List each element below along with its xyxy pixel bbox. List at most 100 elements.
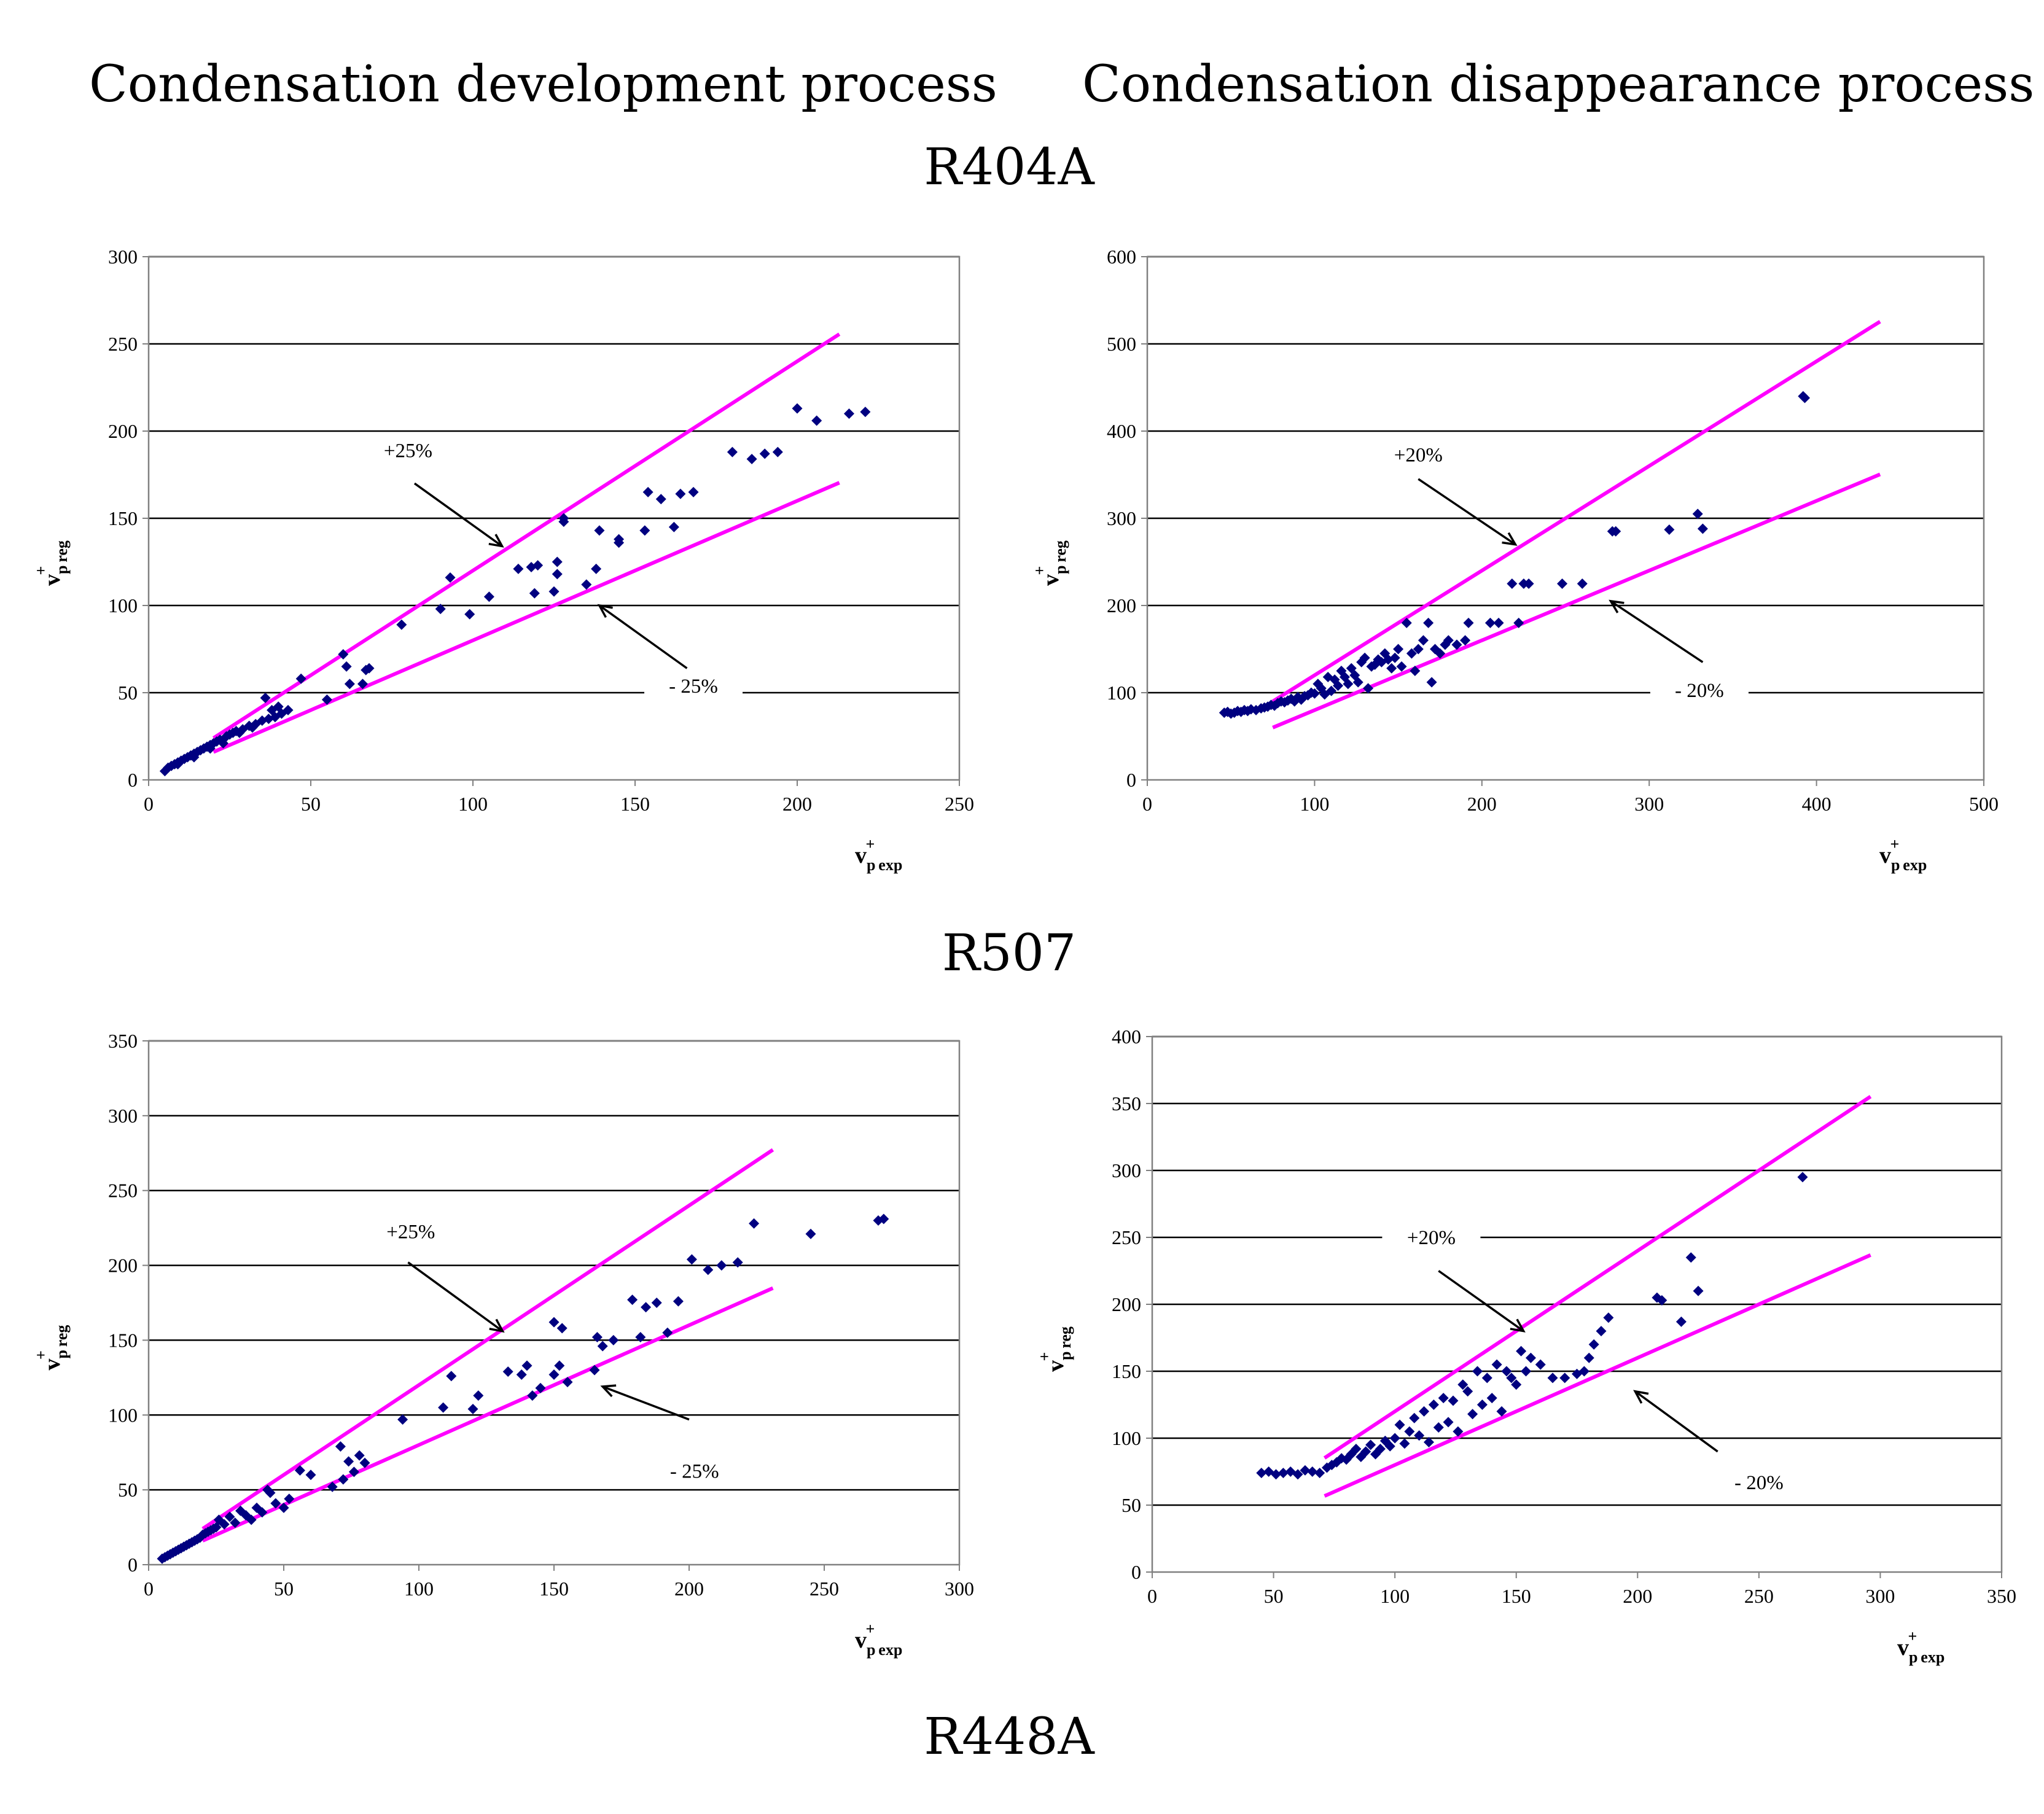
upper-bound-line xyxy=(1323,1095,1872,1460)
data-point-68 xyxy=(655,494,666,505)
data-point-30 xyxy=(1423,1437,1434,1448)
data-point-15 xyxy=(1351,1443,1362,1454)
x-tick-label-5: 250 xyxy=(809,1578,839,1600)
data-point-32 xyxy=(1433,1422,1444,1433)
data-point-22 xyxy=(1384,1441,1395,1452)
data-point-5 xyxy=(1292,1469,1303,1480)
chart-r507-development: 0 50 100 150 200 250 300 350 0 50 100 150 200 250 300 +… xyxy=(32,1030,974,1659)
data-point-76 xyxy=(878,1213,889,1224)
y-tick-label-1: 50 xyxy=(118,1479,138,1501)
data-point-51 xyxy=(521,1360,532,1371)
data-point-58 xyxy=(562,1377,573,1388)
data-point-50 xyxy=(1389,652,1400,663)
data-point-59 xyxy=(1426,677,1437,688)
data-point-69 xyxy=(686,1254,697,1265)
data-point-74 xyxy=(759,448,770,459)
data-point-60 xyxy=(1603,1312,1614,1323)
data-point-52 xyxy=(1396,661,1407,672)
data-point-36 xyxy=(1343,679,1354,690)
lower-bound-line xyxy=(1272,472,1881,730)
annotation-label-0: +25% xyxy=(386,1221,435,1244)
x-tick-label-6: 300 xyxy=(945,1578,974,1600)
data-point-68 xyxy=(673,1296,684,1307)
data-point-53 xyxy=(1547,1372,1558,1384)
annotation-arrowhead-0 xyxy=(489,1318,505,1333)
data-point-79 xyxy=(860,407,871,418)
data-point-63 xyxy=(1443,635,1454,646)
y-tick-label-0: 0 xyxy=(128,769,138,791)
data-point-55 xyxy=(1410,666,1421,676)
data-point-50 xyxy=(464,609,475,620)
data-point-58 xyxy=(1423,617,1434,628)
data-point-49 xyxy=(502,1366,513,1377)
x-tick-label-3: 150 xyxy=(539,1578,569,1600)
data-point-57 xyxy=(1583,1352,1594,1363)
data-point-73 xyxy=(749,1218,760,1229)
annotation-arrowhead-0 xyxy=(1510,1318,1526,1333)
data-point-56 xyxy=(548,586,560,597)
data-point-34 xyxy=(234,727,245,738)
data-point-49 xyxy=(1386,663,1397,674)
x-tick-label-6: 300 xyxy=(1865,1585,1895,1607)
lower-bound-line xyxy=(201,1286,774,1543)
data-point-6 xyxy=(1300,1465,1311,1476)
data-point-76 xyxy=(792,403,803,414)
data-point-36 xyxy=(260,693,271,704)
data-point-52 xyxy=(1535,1359,1546,1370)
data-point-50 xyxy=(516,1369,527,1380)
chart-r404a-disappearance: 0 100 200 300 400 500 600 0 100 200 300 400 500 +20% -… xyxy=(1031,246,1999,874)
data-point-43 xyxy=(344,679,355,690)
data-point-58 xyxy=(1588,1339,1599,1350)
data-point-55 xyxy=(532,560,544,571)
data-point-48 xyxy=(473,1390,484,1401)
data-point-31 xyxy=(1326,685,1337,696)
data-point-43 xyxy=(359,1457,370,1468)
data-point-65 xyxy=(614,534,625,545)
plot-frame xyxy=(147,1040,961,1566)
data-point-72 xyxy=(732,1257,743,1268)
data-point-79 xyxy=(1697,523,1708,534)
x-tick-label-5: 250 xyxy=(945,793,974,815)
data-point-40 xyxy=(321,694,332,705)
x-tick-label-3: 300 xyxy=(1634,793,1664,815)
lower-bound-line xyxy=(1324,1253,1871,1498)
annotation-arrow-0 xyxy=(1418,478,1516,546)
data-point-71 xyxy=(716,1260,727,1271)
x-axis-label: vp+exp xyxy=(855,1620,902,1659)
x-tick-label-1: 50 xyxy=(274,1578,294,1600)
data-point-70 xyxy=(1513,617,1524,628)
data-point-2 xyxy=(1271,1469,1282,1480)
data-point-78 xyxy=(843,408,854,419)
data-point-39 xyxy=(338,1474,349,1485)
data-point-35 xyxy=(1448,1395,1459,1406)
y-tick-label-7: 350 xyxy=(1112,1092,1141,1115)
data-point-61 xyxy=(581,579,592,590)
data-point-48 xyxy=(1511,1379,1522,1390)
annotation-label-1: - 25% xyxy=(670,1461,719,1483)
data-point-44 xyxy=(1491,1359,1502,1370)
data-point-53 xyxy=(535,1382,546,1393)
x-tick-label-5: 500 xyxy=(1969,793,1999,815)
annotation-bg-0 xyxy=(1382,1225,1481,1253)
data-point-66 xyxy=(1463,617,1474,628)
data-point-69 xyxy=(1507,578,1518,589)
x-tick-label-0: 0 xyxy=(144,793,154,815)
data-point-34 xyxy=(284,1493,295,1505)
data-point-72 xyxy=(1523,578,1534,589)
data-point-67 xyxy=(642,486,653,497)
data-point-30 xyxy=(173,758,184,769)
y-tick-label-3: 150 xyxy=(108,507,138,529)
upper-bound-line xyxy=(201,1148,774,1531)
annotation-label-0: +20% xyxy=(1407,1227,1456,1249)
data-point-64 xyxy=(1451,639,1462,650)
x-tick-label-2: 200 xyxy=(1467,793,1497,815)
x-tick-label-0: 0 xyxy=(1142,793,1152,815)
group-label-r404a: R404A xyxy=(924,138,1095,197)
data-point-77 xyxy=(811,415,822,426)
y-tick-label-4: 200 xyxy=(1112,1293,1141,1315)
annotation-arrowhead-1 xyxy=(597,604,613,618)
data-point-23 xyxy=(224,1511,235,1522)
data-point-26 xyxy=(1309,688,1320,699)
data-point-26 xyxy=(1404,1426,1415,1437)
data-point-44 xyxy=(397,1414,408,1425)
